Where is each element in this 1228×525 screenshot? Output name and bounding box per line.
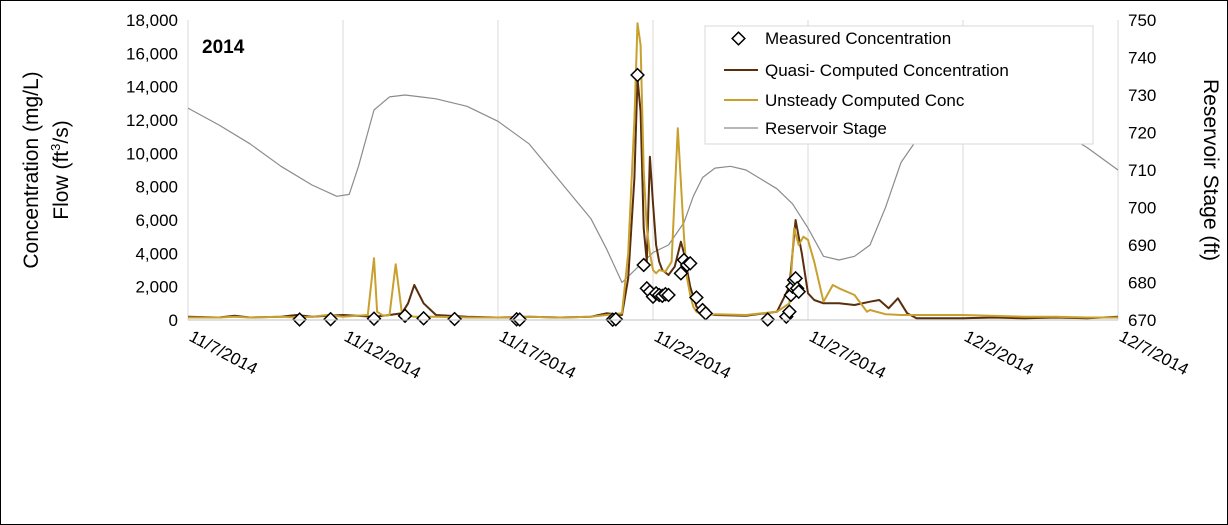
right-axis-ticks: 670 680 690 700 710 720 730 740 750: [1128, 11, 1156, 330]
measured-point: [682, 255, 698, 271]
x-tick-label: 11/17/2014: [496, 327, 579, 383]
right-y-tick-label: 700: [1128, 199, 1156, 218]
left-y-tick-label: 2,000: [135, 278, 178, 297]
right-y-tick-label: 690: [1128, 236, 1156, 255]
x-tick-label: 11/27/2014: [806, 327, 889, 383]
left-axis-title-flow: Flow (ft3/s): [48, 120, 73, 219]
right-axis-title: Reservoir Stage (ft): [1199, 79, 1222, 261]
flow-label-pre: Flow (ft: [50, 151, 73, 220]
measured-point: [791, 284, 807, 300]
left-y-tick-label: 18,000: [126, 11, 178, 30]
measured-point: [416, 310, 432, 326]
x-tick-label: 11/7/2014: [186, 327, 261, 379]
left-y-tick-label: 8,000: [135, 178, 178, 197]
left-y-tick-label: 12,000: [126, 111, 178, 130]
measured-point: [630, 67, 645, 83]
x-axis-ticks: 11/7/2014 11/12/2014 11/17/2014 11/22/2014 1…: [186, 327, 1192, 383]
year-annotation: 2014: [202, 37, 245, 58]
legend-box: [704, 25, 1094, 145]
legend-label-stage: Reservoir Stage: [765, 119, 887, 138]
series-group: [187, 22, 1119, 328]
x-tick-label: 11/12/2014: [341, 327, 424, 383]
series-line-quasi: [187, 77, 1119, 320]
left-axis-title-concentration: Concentration (mg/L): [20, 71, 43, 268]
legend-label-quasi: Quasi- Computed Concentration: [765, 61, 1009, 80]
series-line-unsteady: [188, 22, 1118, 319]
left-y-tick-label: 0: [169, 311, 178, 330]
left-y-tick-label: 4,000: [135, 244, 178, 263]
flow-label-sup: 3: [48, 144, 63, 151]
x-tick-label: 12/2/2014: [961, 327, 1037, 379]
left-axis-ticks: 0 2,000 4,000 6,000 8,000 10,000 12,000 14,000 1…: [126, 11, 178, 330]
x-tick-label: 11/22/2014: [651, 327, 734, 383]
legend: Measured Concentration Quasi- Computed C…: [704, 25, 1094, 145]
measured-point: [636, 257, 652, 273]
measured-point: [366, 311, 382, 327]
measured-point: [698, 305, 714, 321]
right-y-tick-label: 670: [1128, 311, 1156, 330]
right-y-tick-label: 720: [1128, 124, 1156, 143]
measured-point: [397, 308, 413, 324]
left-y-tick-label: 14,000: [126, 78, 178, 97]
measured-point: [608, 311, 624, 327]
right-y-tick-label: 680: [1128, 274, 1156, 293]
right-y-tick-label: 740: [1128, 49, 1156, 68]
right-y-tick-label: 750: [1128, 11, 1156, 30]
measured-point: [447, 311, 463, 327]
measured-point: [781, 304, 797, 320]
left-y-tick-label: 10,000: [126, 144, 178, 163]
flow-label-post: /s): [50, 120, 73, 143]
measured-point: [788, 270, 804, 286]
legend-label-measured: Measured Concentration: [765, 29, 951, 48]
legend-label-unsteady: Unsteady Computed Conc: [765, 91, 965, 110]
left-y-tick-label: 16,000: [126, 44, 178, 63]
measured-point: [673, 265, 689, 281]
measured-point: [661, 287, 676, 303]
right-y-tick-label: 710: [1128, 161, 1156, 180]
legend-marker-measured: [731, 31, 746, 46]
x-tick-label: 12/7/2014: [1116, 327, 1192, 379]
measured-point: [688, 290, 704, 305]
left-y-tick-label: 6,000: [135, 211, 178, 230]
right-y-tick-label: 730: [1128, 86, 1156, 105]
measured-point: [323, 311, 339, 327]
